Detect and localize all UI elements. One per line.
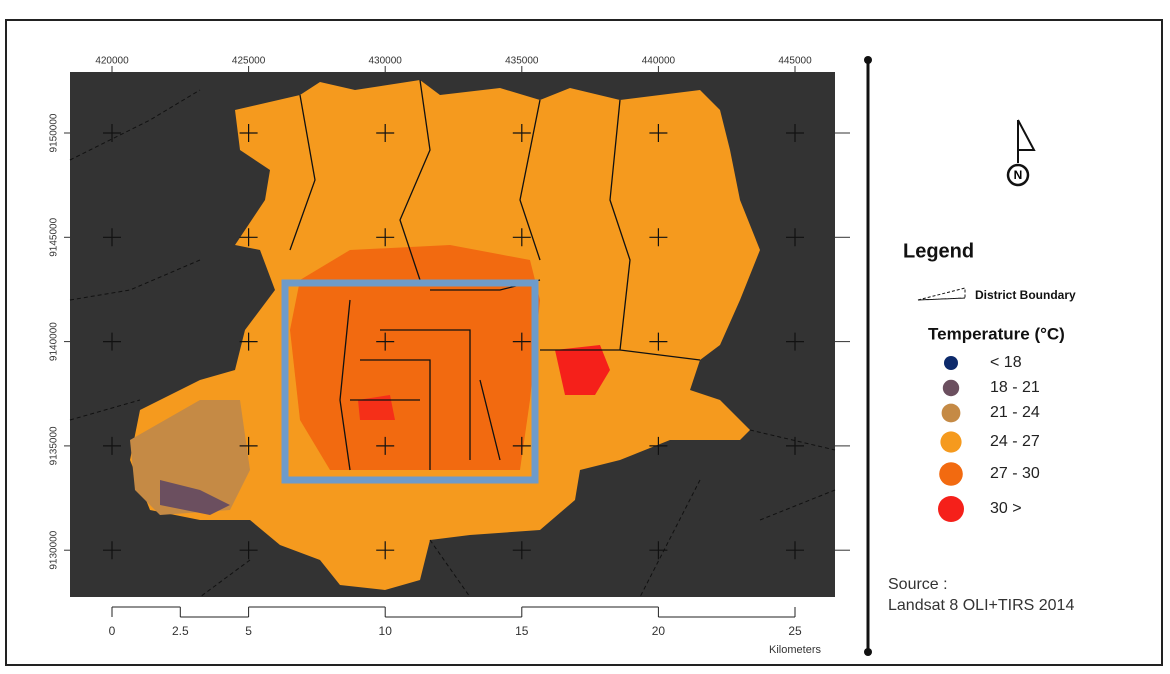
legend-label: 24 - 27 [990,433,1040,450]
legend-swatch [940,431,962,453]
legend: Legend District Boundary Temperature (°C… [903,240,1076,522]
north-arrow: N [1006,119,1036,187]
grid-cross [376,436,395,455]
grid-cross [649,541,668,560]
legend-label: 18 - 21 [990,379,1040,396]
legend-swatch [942,379,960,397]
grid-cross [649,332,668,351]
top-coord-label: 445000 [778,56,812,67]
grid-cross [239,228,258,247]
top-coord-label: 430000 [369,56,403,67]
legend-label: 21 - 24 [990,404,1040,421]
top-coord-label: 420000 [95,56,129,67]
grid-cross [649,436,668,455]
coordinate-grid: 420000 425000 430000 435000 440000 445000 9150… [49,56,850,570]
grid-cross [239,124,258,142]
grid-cross [239,541,258,560]
scale-label: 15 [515,624,529,638]
temperature-title: Temperature (°C) [928,324,1065,343]
grid-cross [239,436,258,455]
left-coord-label: 9130000 [49,530,60,569]
left-coord-label: 9140000 [49,322,60,361]
grid-cross [103,541,121,560]
focus-box [281,279,539,484]
scale-unit: Kilometers [769,644,821,656]
legend-title: Legend [903,240,974,262]
scale-bar: Kilometers 0 2.5 5 10 15 20 25 [109,606,821,656]
grid-cross [649,124,668,142]
source-text: Landsat 8 OLI+TIRS 2014 [888,597,1074,614]
top-coord-label: 435000 [505,56,539,67]
grid-cross [103,124,121,142]
scale-label: 0 [109,624,116,638]
scale-label: 5 [245,624,252,638]
grid-cross [786,332,804,351]
grid-cross [512,228,531,247]
grid-cross [376,228,395,247]
boundary-icon [917,287,966,301]
boundary-label: District Boundary [975,288,1076,302]
legend-label: 30 > [990,500,1022,517]
grid-cross [103,436,121,455]
grid-cross [786,228,804,247]
top-coord-label: 440000 [642,56,676,67]
grid-cross [376,124,395,142]
scale-label: 25 [788,624,802,638]
grid-cross [103,228,121,247]
source-label: Source : [888,576,948,593]
left-coord-label: 9150000 [49,113,60,152]
grid-cross [376,332,395,351]
grid-cross [512,332,531,351]
left-coord-label: 9145000 [49,217,60,256]
grid-cross [786,436,804,455]
grid-cross [239,332,258,351]
legend-swatch [939,462,963,486]
divider [864,56,872,656]
grid-cross [786,541,804,560]
scale-label: 10 [379,624,393,638]
grid-cross [786,124,804,142]
grid-cross [512,541,531,560]
legend-label: 27 - 30 [990,465,1040,482]
top-coord-label: 425000 [232,56,266,67]
legend-label: < 18 [990,354,1022,371]
left-coord-label: 9135000 [49,426,60,465]
scale-label: 2.5 [172,624,189,638]
grid-cross [649,228,668,247]
legend-swatch [941,403,961,423]
north-label: N [1014,168,1023,182]
grid-cross [512,436,531,455]
legend-swatch [944,356,958,370]
grid-cross [376,541,395,560]
scale-label: 20 [652,624,666,638]
legend-swatch [938,496,964,522]
grid-cross [103,332,121,351]
grid-cross [512,124,531,142]
